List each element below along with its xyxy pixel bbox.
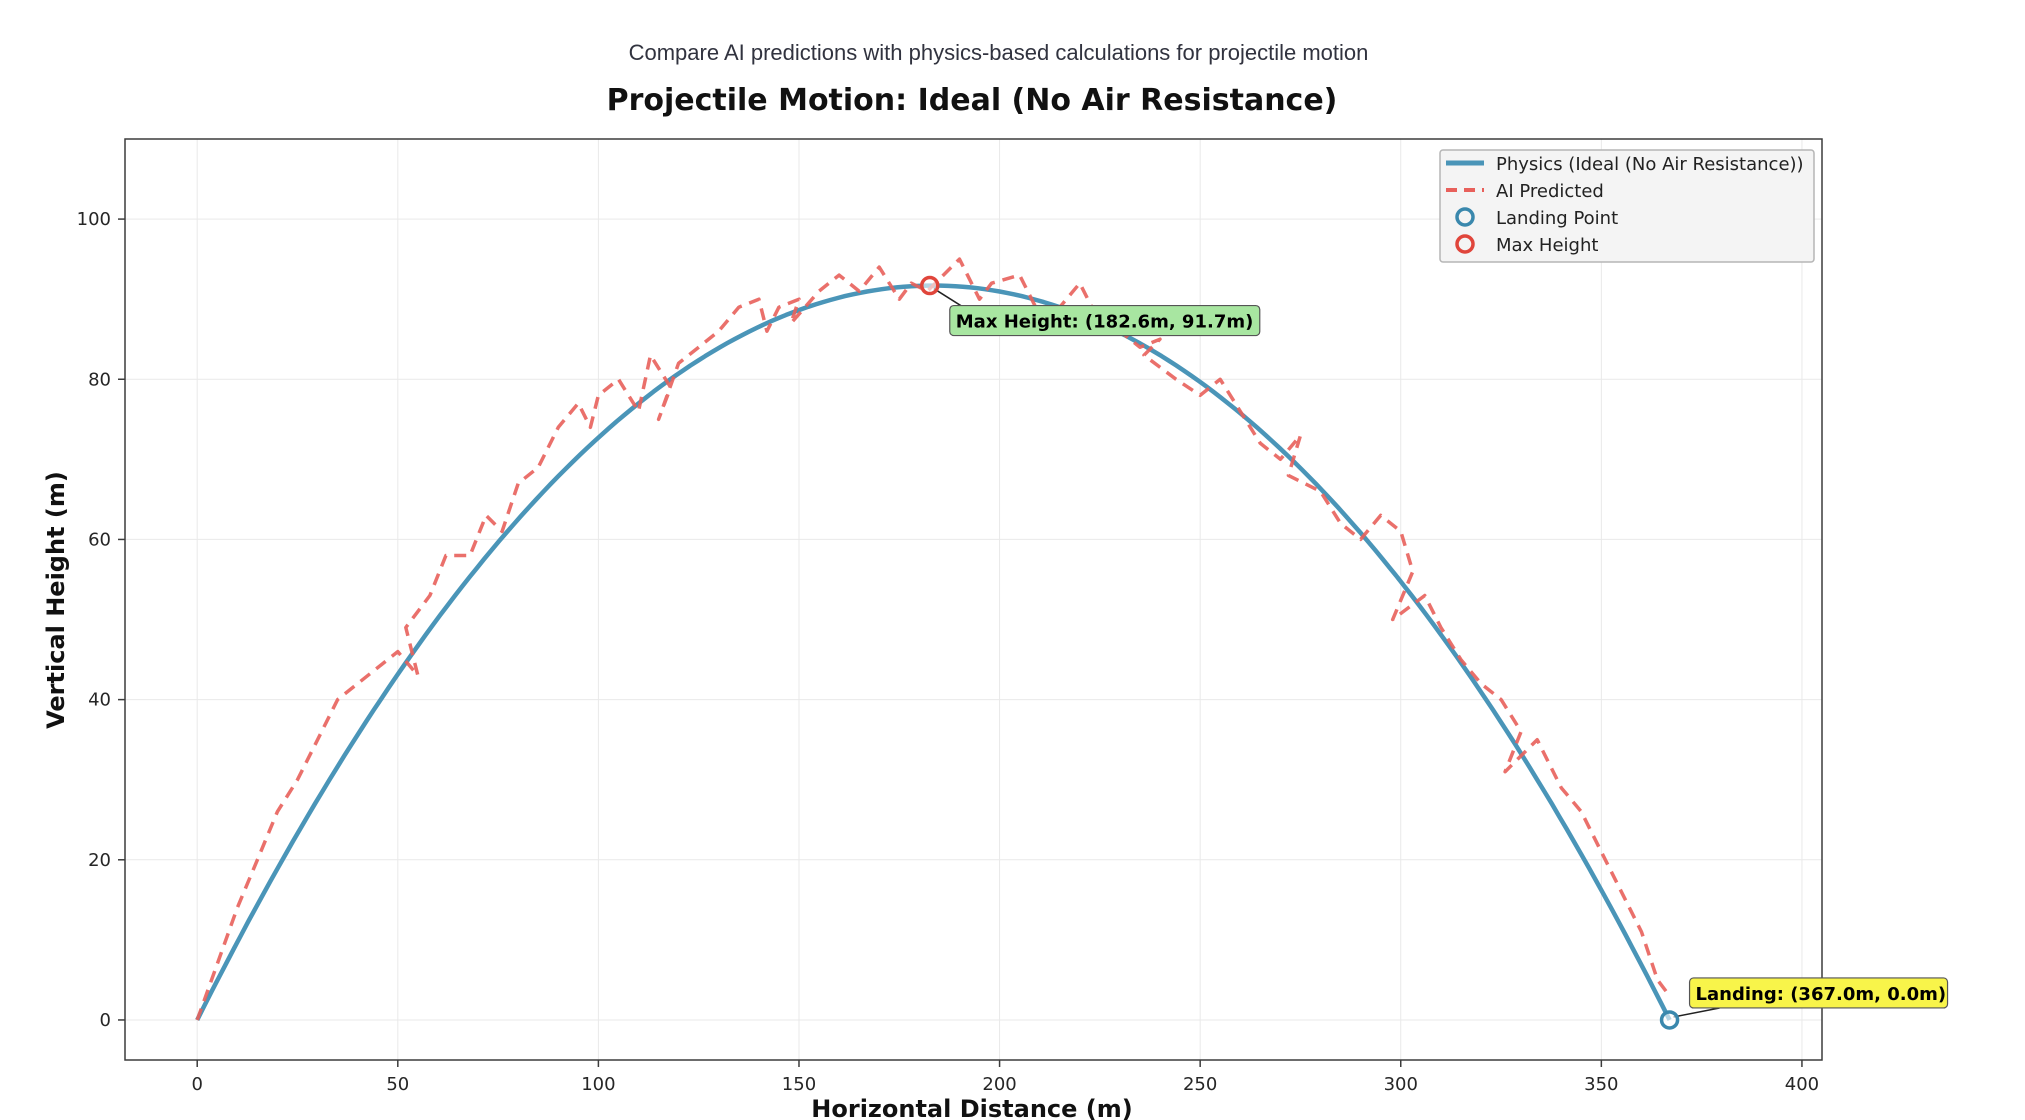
legend-marker-max [1455,234,1475,254]
plot-frame [124,138,1823,1061]
x-tick-label: 50 [386,1074,409,1095]
legend-label-max: Max Height [1496,235,1598,256]
page-subtitle: Compare AI predictions with physics-base… [628,40,1369,65]
x-axis-label: Horizontal Distance (m) [811,1095,1132,1120]
y-tick-label: 0 [100,1010,111,1031]
plot-area: 0 50 100 150 200 250 300 350 400 0 20 40 60 80 100 Max … [77,138,1949,1095]
y-tick-label: 40 [88,690,111,711]
legend-box [1439,149,1815,263]
max-marker [920,275,940,296]
landing-annotation-box [1688,977,1949,1009]
chart-title: Projectile Motion: Ideal (No Air Resista… [607,83,1338,118]
y-tick-label: 80 [88,369,111,390]
x-tick-label: 0 [191,1074,202,1095]
legend-label-physics: Physics (Ideal (No Air Resistance)) [1496,154,1804,175]
x-tick-label: 400 [1785,1074,1819,1095]
legend-marker-landing [1455,207,1475,227]
legend-label-ai: AI Predicted [1496,181,1604,202]
x-tick-label: 300 [1384,1074,1418,1095]
legend-label-landing: Landing Point [1496,208,1618,229]
x-tick-label: 250 [1183,1074,1217,1095]
landing-annotation-arrow [1673,1007,1720,1018]
ai-predicted-line [195,257,1671,1021]
y-tick-label: 20 [88,850,111,871]
chart-legend: Physics (Ideal (No Air Resistance)) AI P… [1439,149,1815,263]
x-tick-label: 200 [982,1074,1016,1095]
y-tick-label: 60 [88,529,111,550]
physics-trajectory-line [195,283,1672,1022]
y-axis-label: Vertical Height (m) [42,471,70,729]
landing-annotation-label: Landing: (367.0m, 0.0m) [1696,984,1947,1005]
landing-marker [1659,1010,1680,1030]
max-annotation-box [949,304,1261,337]
x-tick-label: 150 [782,1074,816,1095]
y-tick-label: 100 [77,209,111,230]
x-tick-label: 350 [1584,1074,1618,1095]
max-annotation-label: Max Height: (182.6m, 91.7m) [956,312,1254,333]
x-tick-label: 100 [581,1074,615,1095]
